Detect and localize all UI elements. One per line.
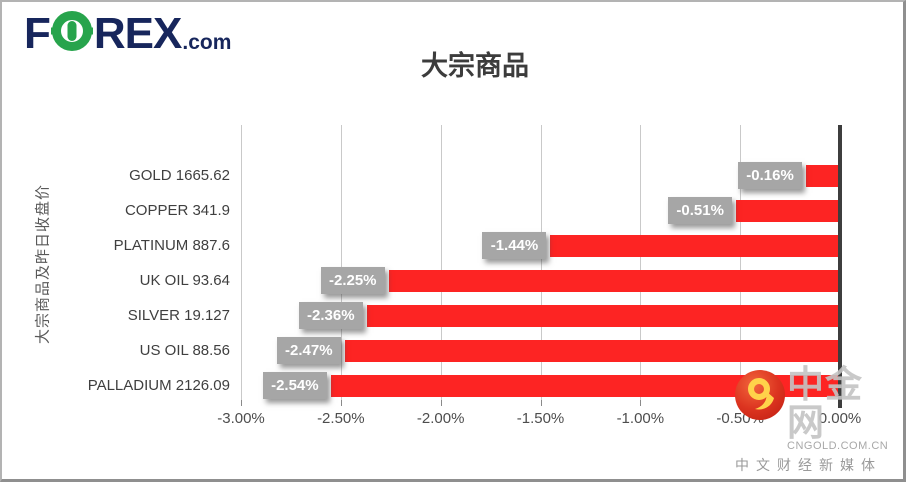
chart-title: 大宗商品 xyxy=(421,51,529,81)
bar xyxy=(736,200,838,222)
bar xyxy=(330,375,838,397)
category-label: COPPER 341.9 xyxy=(124,202,230,219)
gridline xyxy=(740,125,742,400)
cngold-brand-name: 中金网 xyxy=(787,364,863,443)
cngold-watermark: 中金网 CNGOLD.COM.CN 中文财经新媒体 xyxy=(735,366,895,475)
category-label: UK OIL 93.64 xyxy=(139,272,230,289)
bar xyxy=(344,340,838,362)
x-tick-label: 0.00% xyxy=(818,410,862,427)
axis-tick xyxy=(440,400,442,406)
bar-value-label: -1.44% xyxy=(482,232,547,259)
axis-tick xyxy=(540,400,542,406)
x-tick-label: -2.50% xyxy=(317,410,365,427)
gridline xyxy=(540,125,542,400)
cngold-tagline: 中文财经新媒体 xyxy=(735,457,882,473)
gridline xyxy=(241,125,242,400)
category-label: US OIL 88.56 xyxy=(139,342,230,359)
forex-logo-letters-rex: REX xyxy=(93,8,182,58)
bar xyxy=(388,270,838,292)
axis-tick xyxy=(241,400,242,406)
category-label: GOLD 1665.62 xyxy=(129,167,230,184)
x-tick-label: -1.00% xyxy=(616,410,665,427)
category-label: PALLADIUM 2126.09 xyxy=(87,377,230,394)
bar-value-label: -0.16% xyxy=(738,162,803,189)
category-label: SILVER 19.127 xyxy=(127,307,230,324)
axis-tick xyxy=(640,400,642,406)
bar xyxy=(550,235,838,257)
bar-value-label: -2.25% xyxy=(320,267,385,294)
x-tick-label: -1.50% xyxy=(516,410,565,427)
bar-value-label: -2.54% xyxy=(262,372,327,399)
forex-logo-o-icon xyxy=(50,10,93,57)
bar-value-label: -0.51% xyxy=(668,197,733,224)
cngold-domain: CNGOLD.COM.CN xyxy=(787,440,889,452)
forex-logo-letter-f: F xyxy=(24,8,51,58)
cngold-logo-icon xyxy=(735,370,785,425)
x-tick-label: -2.00% xyxy=(416,410,465,427)
bar-value-label: -2.47% xyxy=(276,337,341,364)
axis-tick xyxy=(340,400,342,406)
forex-logo-dot-com: .com xyxy=(182,31,232,54)
bar-value-label: -2.36% xyxy=(298,302,363,329)
forex-logo: F REX .com xyxy=(24,10,231,57)
bar xyxy=(806,165,838,187)
gridline xyxy=(640,125,642,400)
gridline xyxy=(440,125,442,400)
gridline xyxy=(340,125,342,400)
x-tick-label: -3.00% xyxy=(217,410,265,427)
bar xyxy=(366,305,838,327)
category-label: PLATINUM 887.6 xyxy=(113,237,230,254)
zero-axis-line xyxy=(838,125,842,408)
